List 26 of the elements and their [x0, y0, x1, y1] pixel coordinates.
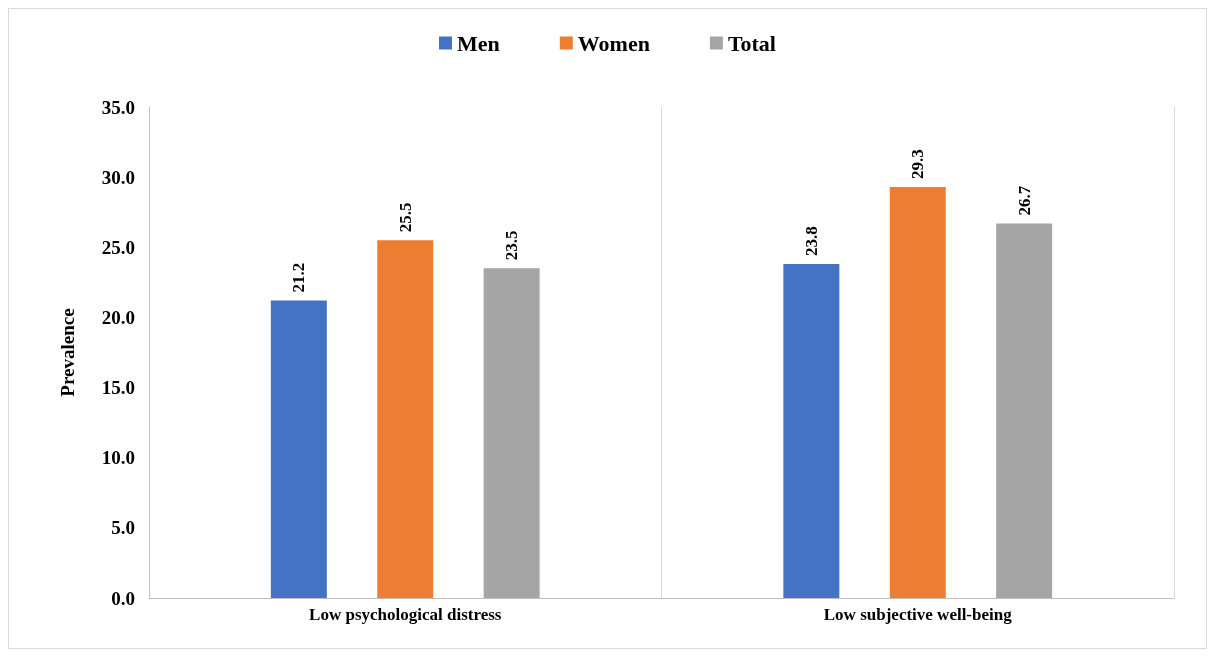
legend-label: Women	[577, 30, 650, 56]
bar	[483, 268, 540, 598]
y-axis-title: Prevalence	[57, 308, 78, 397]
x-tick-label: Low subjective well-being	[823, 605, 1013, 624]
x-tick-label: Low psychological distress	[309, 605, 502, 624]
y-tick-label: 35.0	[101, 96, 135, 118]
bar	[889, 186, 946, 598]
bar	[783, 264, 840, 598]
data-label: 23.8	[801, 226, 821, 257]
y-tick-label: 25.0	[101, 236, 135, 258]
y-tick-label: 0.0	[111, 587, 135, 609]
y-tick-label: 5.0	[111, 517, 135, 539]
legend-label: Men	[457, 30, 500, 56]
y-tick-label: 15.0	[101, 377, 135, 399]
y-tick-label: 10.0	[101, 447, 135, 469]
data-label: 29.3	[908, 149, 928, 179]
data-label: 25.5	[395, 202, 415, 233]
data-label: 23.5	[502, 230, 522, 261]
data-label: 26.7	[1014, 185, 1034, 216]
bar	[377, 240, 434, 598]
bar	[270, 300, 327, 598]
bar	[996, 223, 1053, 598]
data-label: 21.2	[289, 262, 309, 293]
y-tick-label: 30.0	[101, 166, 135, 188]
y-tick-label: 20.0	[101, 306, 135, 328]
legend-label: Total	[727, 30, 776, 56]
